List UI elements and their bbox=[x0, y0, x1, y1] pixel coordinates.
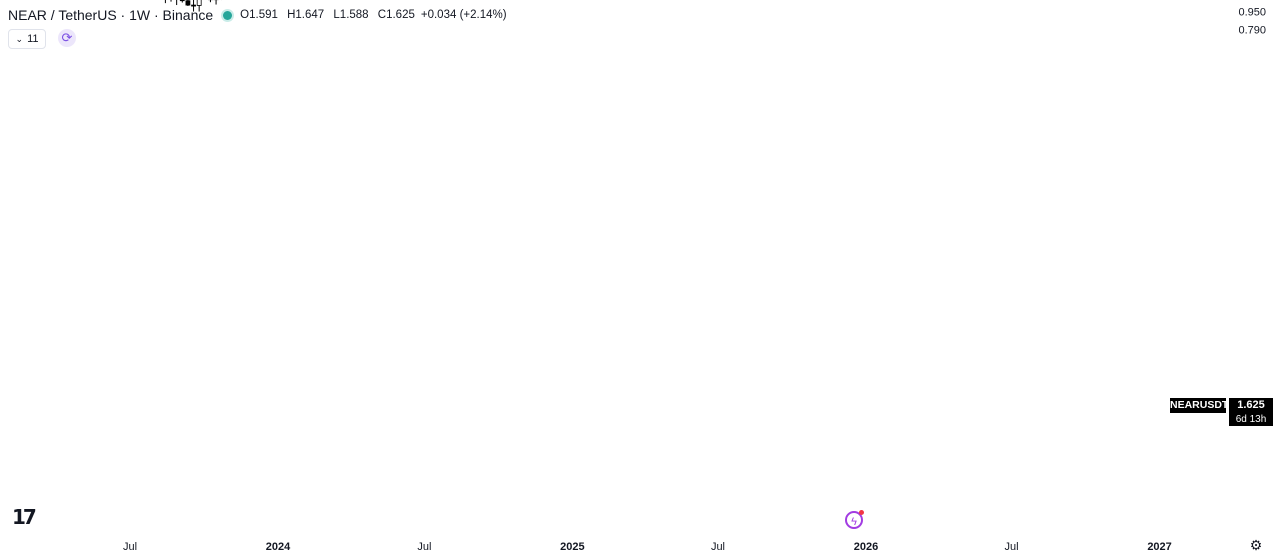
refresh-icon[interactable]: ⟳ bbox=[58, 29, 76, 47]
indicators-count: 11 bbox=[27, 33, 39, 45]
close-key: C bbox=[377, 9, 387, 21]
price-tick-label: 0.950 bbox=[1238, 7, 1266, 19]
time-tick-label: Jul bbox=[417, 541, 431, 553]
time-tick-label: 2025 bbox=[560, 541, 584, 553]
time-axis[interactable]: Jul 2024 Jul 2025 Jul 2026 Jul 2027 bbox=[123, 541, 1172, 553]
candle-body bbox=[185, 0, 191, 6]
candlesticks bbox=[164, 0, 223, 12]
close-value: 1.625 bbox=[386, 9, 415, 21]
change-value: +0.034 (+2.14%) bbox=[420, 9, 507, 21]
symbol-title[interactable]: NEAR / TetherUS · 1W · Binance bbox=[8, 7, 214, 23]
open-key: O bbox=[240, 9, 250, 21]
chevron-down-icon: ⌄ bbox=[15, 33, 24, 44]
candle-body bbox=[196, 0, 202, 6]
price-tick-label: 0.790 bbox=[1238, 25, 1266, 37]
time-tick-label: Jul bbox=[123, 541, 137, 553]
time-tick-label: 2026 bbox=[854, 541, 878, 553]
lightning-icon[interactable]: ϟ bbox=[845, 510, 864, 529]
high-key: H bbox=[287, 9, 296, 21]
notification-dot bbox=[859, 510, 864, 515]
time-tick-label: 2027 bbox=[1147, 541, 1171, 553]
high-value: 1.647 bbox=[295, 9, 325, 21]
symbol-price-tag: NEARUSDT bbox=[1170, 398, 1229, 413]
bar-countdown: 6d 13h bbox=[1229, 413, 1273, 426]
last-price-label: 1.625 bbox=[1229, 398, 1273, 413]
candle-body bbox=[191, 4, 196, 7]
time-tick-label: Jul bbox=[711, 541, 725, 553]
indicators-toggle-button[interactable]: ⌄ 11 bbox=[8, 29, 46, 49]
low-key: L bbox=[333, 9, 340, 21]
market-status-dot bbox=[223, 10, 233, 20]
tradingview-logo[interactable]: 17 bbox=[12, 505, 37, 529]
low-value: 1.588 bbox=[339, 9, 369, 21]
chart-header: NEAR / TetherUS · 1W · Binance O1.591 H1… bbox=[8, 5, 507, 25]
ohlc-values: O1.591 H1.647 L1.588 C1.625 bbox=[240, 9, 421, 21]
gear-icon[interactable]: ⚙ bbox=[1249, 537, 1263, 553]
time-tick-label: Jul bbox=[1005, 541, 1019, 553]
open-value: 1.591 bbox=[249, 9, 278, 21]
candle-body bbox=[179, 0, 185, 2]
price-axis[interactable]: 20.00016.00013.00010.0008.0006.5005.0004… bbox=[1232, 0, 1266, 37]
time-tick-label: 2024 bbox=[266, 541, 291, 553]
